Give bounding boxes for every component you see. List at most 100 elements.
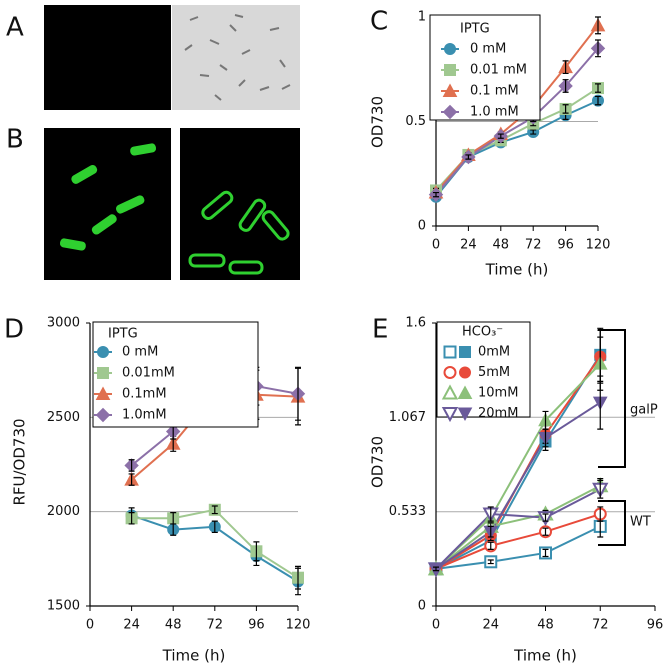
legend-box bbox=[92, 321, 259, 428]
error-bar bbox=[595, 95, 601, 106]
error-bar bbox=[597, 479, 604, 499]
x-tick-label: 48 bbox=[493, 238, 510, 253]
series-line bbox=[435, 488, 601, 570]
series-line bbox=[435, 47, 599, 196]
legend-label: 1.0mM bbox=[122, 408, 167, 423]
legend-marker bbox=[443, 345, 457, 359]
legend-label: 0.01mM bbox=[122, 366, 175, 381]
error-bar bbox=[487, 525, 494, 538]
y-axis-label: RFU/OD730 bbox=[11, 418, 29, 505]
series-line bbox=[131, 508, 299, 579]
x-tick-label: 120 bbox=[586, 238, 611, 253]
error-bar bbox=[497, 133, 504, 139]
fluorescence-image bbox=[44, 5, 171, 110]
legend-marker bbox=[97, 367, 109, 379]
legend-marker bbox=[459, 366, 471, 379]
legend-marker bbox=[459, 346, 471, 358]
error-bar bbox=[597, 375, 604, 430]
x-tick-label: 0 bbox=[86, 618, 94, 633]
panel-label: E bbox=[372, 315, 388, 345]
legend-marker bbox=[444, 43, 456, 55]
x-tick-label: 120 bbox=[286, 618, 311, 633]
x-axis-label: Time (h) bbox=[513, 647, 577, 665]
x-tick-label: 24 bbox=[460, 238, 477, 253]
error-bar bbox=[562, 60, 569, 75]
series-line bbox=[435, 513, 601, 570]
legend-label: 0.1mM bbox=[122, 387, 167, 402]
legend-marker bbox=[95, 407, 111, 423]
bracket bbox=[598, 329, 626, 468]
legend-marker bbox=[442, 83, 458, 97]
legend-label: 10mM bbox=[478, 386, 518, 401]
y-tick-label: 2500 bbox=[47, 410, 80, 425]
legend-label: 1.0 mM bbox=[470, 105, 519, 120]
panel-label: A bbox=[6, 13, 24, 43]
microscopy-b bbox=[44, 128, 300, 280]
fluorescence-image bbox=[44, 128, 171, 280]
error-bar bbox=[433, 566, 439, 572]
legend-label: 0 mM bbox=[470, 42, 506, 57]
x-tick-label: 96 bbox=[557, 238, 574, 253]
error-bar bbox=[542, 513, 549, 522]
x-tick-label: 72 bbox=[592, 618, 609, 633]
x-tick-label: 0 bbox=[432, 238, 440, 253]
x-tick-label: 24 bbox=[482, 618, 499, 633]
error-bar bbox=[295, 565, 301, 590]
y-tick-label: 2000 bbox=[47, 504, 80, 519]
legend-marker bbox=[444, 64, 456, 76]
cells bbox=[59, 143, 157, 251]
y-tick-label: 3000 bbox=[47, 316, 80, 331]
legend-marker bbox=[442, 104, 458, 120]
error-bar bbox=[433, 191, 439, 198]
error-bar bbox=[128, 473, 135, 486]
error-bar bbox=[465, 154, 472, 160]
x-tick-label: 72 bbox=[525, 238, 542, 253]
legend-marker bbox=[95, 386, 111, 400]
panel-label: B bbox=[6, 125, 24, 155]
panel-label: D bbox=[4, 315, 24, 345]
error-bar bbox=[253, 541, 260, 562]
error-bar bbox=[128, 512, 135, 525]
x-tick-label: 48 bbox=[165, 618, 182, 633]
legend-marker bbox=[457, 407, 473, 422]
y-tick-label: 1.067 bbox=[389, 410, 426, 425]
series-line bbox=[435, 401, 601, 570]
y-tick-label: 0 bbox=[418, 219, 426, 234]
series-line bbox=[435, 362, 601, 570]
y-tick-label: 0 bbox=[418, 599, 426, 614]
legend-title: IPTG bbox=[460, 22, 490, 37]
y-tick-label: 0.5 bbox=[405, 114, 426, 129]
error-bar bbox=[597, 506, 604, 522]
legend-label: 0 mM bbox=[122, 345, 158, 360]
error-bar bbox=[128, 459, 135, 472]
x-tick-label: 96 bbox=[248, 618, 265, 633]
panel-label: C bbox=[370, 7, 388, 37]
error-bar bbox=[542, 527, 549, 536]
error-bar bbox=[542, 428, 549, 448]
legend-marker bbox=[443, 366, 457, 379]
legend-label: 5mM bbox=[478, 365, 510, 380]
error-bar bbox=[595, 39, 601, 58]
fluorescence-image bbox=[180, 128, 300, 280]
y-tick-label: 0.533 bbox=[389, 504, 426, 519]
legend-label: 0.01 mM bbox=[470, 63, 527, 78]
cells bbox=[188, 190, 290, 275]
legend-marker bbox=[441, 384, 459, 400]
annotation: galP bbox=[630, 403, 658, 418]
legend-marker bbox=[457, 385, 473, 399]
x-tick-label: 24 bbox=[123, 618, 140, 633]
microscopy-a bbox=[44, 5, 300, 110]
error-bar bbox=[487, 506, 494, 522]
error-bar bbox=[211, 505, 218, 515]
legend-marker bbox=[97, 346, 109, 358]
error-bar bbox=[487, 559, 494, 565]
error-bar bbox=[595, 16, 601, 35]
error-bar bbox=[530, 129, 537, 135]
annotation: WT bbox=[630, 515, 651, 530]
legend-title: HCO₃⁻ bbox=[462, 325, 503, 340]
y-tick-label: 1.6 bbox=[405, 316, 426, 331]
legend-label: 20mM bbox=[478, 406, 518, 421]
y-axis-label: OD730 bbox=[369, 96, 387, 148]
x-tick-label: 0 bbox=[432, 618, 440, 633]
